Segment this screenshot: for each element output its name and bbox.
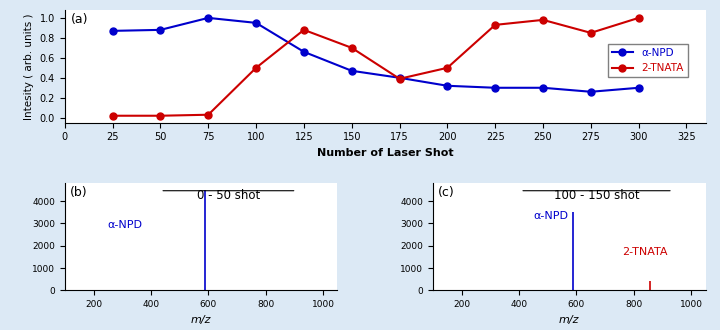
α-NPD: [539, 86, 547, 90]
Text: 0 - 50 shot: 0 - 50 shot: [197, 188, 260, 202]
X-axis label: Number of Laser Shot: Number of Laser Shot: [317, 148, 454, 158]
Text: (c): (c): [438, 186, 455, 199]
α-NPD: [491, 86, 500, 90]
2-TNATA: [204, 113, 212, 117]
Text: α-NPD: α-NPD: [108, 220, 143, 230]
2-TNATA: [252, 66, 261, 70]
α-NPD: [587, 90, 595, 94]
α-NPD: [443, 84, 451, 88]
Text: 100 - 150 shot: 100 - 150 shot: [554, 188, 639, 202]
2-TNATA: [587, 31, 595, 35]
2-TNATA: [348, 46, 356, 50]
2-TNATA: [491, 23, 500, 27]
Text: (b): (b): [71, 186, 88, 199]
Legend: α-NPD, 2-TNATA: α-NPD, 2-TNATA: [608, 44, 688, 78]
Line: 2-TNATA: 2-TNATA: [109, 15, 642, 119]
Y-axis label: Intesity ( arb. units ): Intesity ( arb. units ): [24, 13, 34, 119]
Line: α-NPD: α-NPD: [109, 15, 642, 95]
2-TNATA: [539, 18, 547, 22]
2-TNATA: [156, 114, 165, 118]
α-NPD: [634, 86, 643, 90]
Text: 2-TNATA: 2-TNATA: [622, 247, 668, 257]
α-NPD: [348, 69, 356, 73]
α-NPD: [156, 28, 165, 32]
α-NPD: [204, 16, 212, 20]
Text: α-NPD: α-NPD: [534, 211, 568, 221]
α-NPD: [395, 76, 404, 80]
2-TNATA: [395, 77, 404, 81]
2-TNATA: [300, 28, 308, 32]
2-TNATA: [108, 114, 117, 118]
α-NPD: [108, 29, 117, 33]
α-NPD: [300, 50, 308, 54]
α-NPD: [252, 21, 261, 25]
X-axis label: m/z: m/z: [191, 315, 212, 325]
2-TNATA: [443, 66, 451, 70]
Text: (a): (a): [71, 13, 89, 26]
2-TNATA: [634, 16, 643, 20]
X-axis label: m/z: m/z: [559, 315, 580, 325]
